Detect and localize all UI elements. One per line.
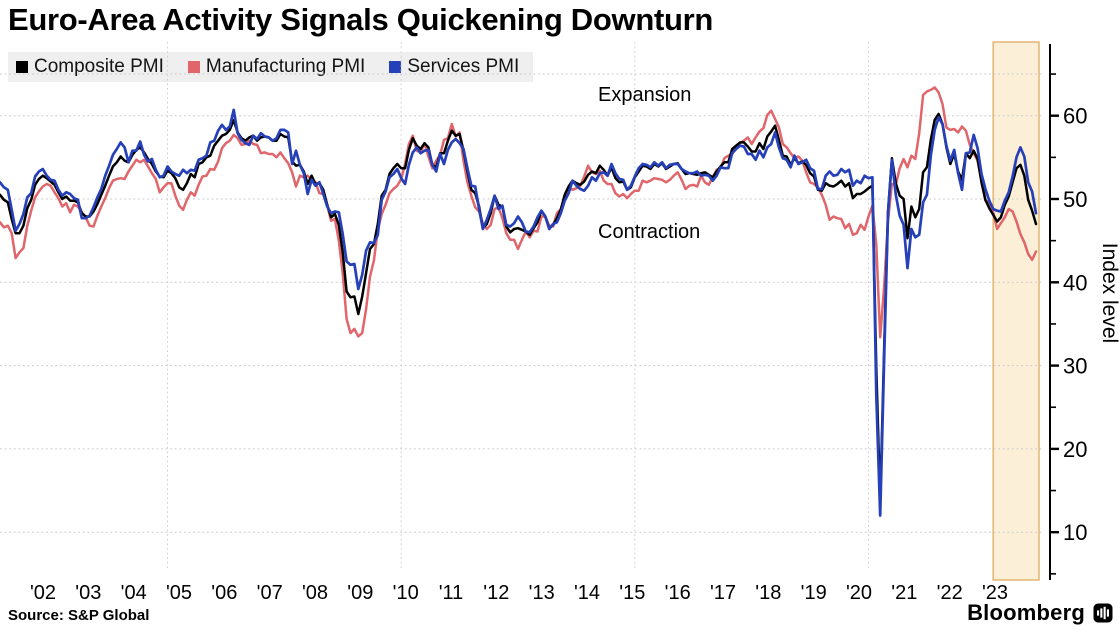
source-note: Source: S&P Global — [8, 607, 150, 624]
expansion-annotation: Expansion — [598, 84, 691, 106]
x-label-11: '11 — [439, 582, 464, 604]
x-label-12: '12 — [483, 582, 509, 604]
legend-swatch-services-pmi — [389, 61, 402, 73]
legend-item-composite-pmi: Composite PMI — [16, 56, 164, 78]
y-tick-label-40: 40 — [1063, 270, 1087, 295]
legend-item-manufacturing-pmi: Manufacturing PMI — [187, 56, 366, 78]
y-tick-label-10: 10 — [1063, 520, 1087, 545]
highlight-band-2023 — [992, 41, 1040, 581]
x-label-15: '15 — [619, 582, 645, 604]
x-label-10: '10 — [393, 582, 419, 604]
legend-label-services-pmi: Services PMI — [407, 56, 520, 77]
x-label-22: '22 — [937, 582, 963, 604]
x-label-03: '03 — [75, 582, 101, 604]
bloomberg-wordmark: Bloomberg — [967, 600, 1085, 625]
x-label-02: '02 — [30, 582, 56, 604]
x-label-14: '14 — [574, 582, 600, 604]
x-label-09: '09 — [347, 582, 373, 604]
x-label-17: '17 — [710, 582, 736, 604]
contraction-annotation: Contraction — [598, 221, 700, 243]
legend-swatch-manufacturing-pmi — [187, 61, 200, 73]
x-label-18: '18 — [755, 582, 781, 604]
x-label-07: '07 — [257, 582, 283, 604]
x-label-06: '06 — [211, 582, 237, 604]
x-label-04: '04 — [121, 582, 147, 604]
x-label-19: '19 — [801, 582, 827, 604]
legend: Composite PMI Manufacturing PMI Services P… — [8, 52, 534, 82]
x-label-05: '05 — [166, 582, 192, 604]
services-pmi-line — [0, 108, 1038, 517]
y-tick-label-60: 60 — [1063, 104, 1087, 129]
legend-label-manufacturing-pmi: Manufacturing PMI — [205, 56, 366, 77]
y-tick-label-50: 50 — [1063, 187, 1087, 212]
legend-item-services-pmi: Services PMI — [389, 56, 519, 78]
x-label-21: '21 — [891, 582, 917, 604]
y-tick-label-30: 30 — [1063, 354, 1087, 379]
y-axis-title: Index level — [1098, 243, 1120, 343]
composite-pmi-line — [0, 112, 1038, 504]
legend-label-composite-pmi: Composite PMI — [34, 56, 164, 77]
x-label-08: '08 — [302, 582, 328, 604]
chart-title: Euro-Area Activity Signals Quickening Do… — [8, 2, 714, 37]
x-label-23: '23 — [982, 582, 1008, 604]
x-label-16: '16 — [665, 582, 691, 604]
x-label-20: '20 — [846, 582, 872, 604]
y-tick-label-20: 20 — [1063, 437, 1087, 462]
bloomberg-brand: Bloomberg — [967, 600, 1113, 626]
legend-swatch-composite-pmi — [16, 61, 28, 73]
x-label-13: '13 — [529, 582, 555, 604]
bloomberg-icon — [1093, 603, 1113, 623]
manufacturing-pmi-line — [0, 86, 1038, 339]
